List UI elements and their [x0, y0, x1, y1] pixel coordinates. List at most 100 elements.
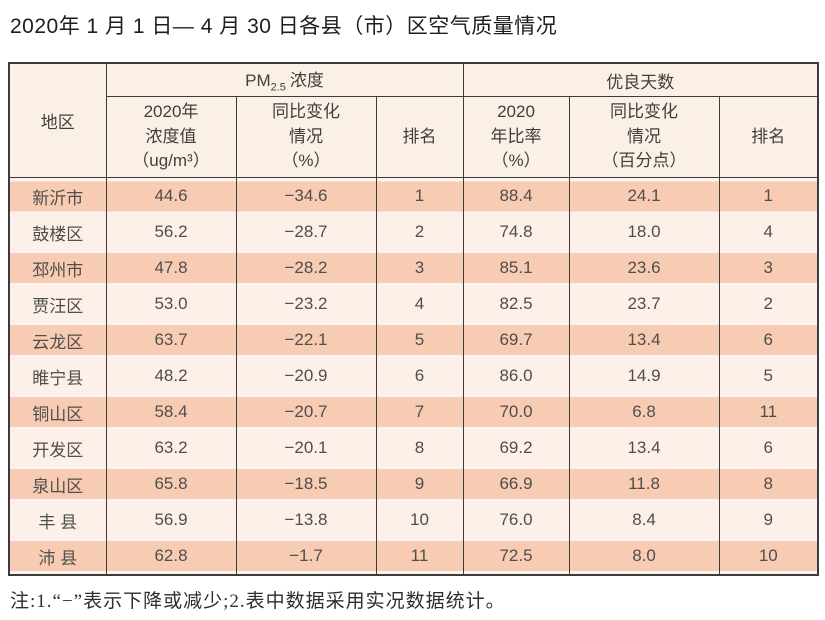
pm-value-cell: 65.8 — [105, 466, 237, 502]
pm-change-cell: −34.6 — [235, 177, 377, 214]
pm-label-prefix: PM — [245, 71, 271, 91]
pm-rank-cell: 5 — [375, 322, 464, 358]
good-rank-cell: 11 — [718, 394, 819, 430]
good-ratio-cell: 69.7 — [462, 322, 570, 358]
header-pm-value: 2020年 浓度值 （ug/m³） — [105, 96, 237, 178]
good-rank-cell: 4 — [718, 214, 819, 250]
pm-rank-cell: 3 — [375, 250, 464, 286]
pm-change-cell: −13.8 — [235, 502, 377, 538]
region-cell: 贾汪区 — [8, 286, 107, 322]
air-quality-table: 地区 PM2.5 浓度 优良天数 2020年 浓度值 （ug/m³） 同比变化 情… — [8, 62, 820, 576]
good-rank-cell: 6 — [718, 322, 819, 358]
region-cell: 开发区 — [8, 430, 107, 466]
pm-change-cell: −20.7 — [235, 394, 377, 430]
pm-value-cell: 56.2 — [105, 214, 237, 250]
pm-value-cell: 63.7 — [105, 322, 237, 358]
region-cell: 云龙区 — [8, 322, 107, 358]
region-cell: 睢宁县 — [8, 358, 107, 394]
good-change-cell: 13.4 — [568, 430, 720, 466]
header-pm-rank: 排名 — [375, 96, 464, 178]
good-ratio-cell: 74.8 — [462, 214, 570, 250]
header-pm-change: 同比变化 情况 （%） — [235, 96, 377, 178]
pm-value-cell: 47.8 — [105, 250, 237, 286]
good-rank-cell: 2 — [718, 286, 819, 322]
table-row: 邳州市 47.8 −28.2 3 85.1 23.6 3 — [8, 250, 819, 286]
good-rank-cell: 8 — [718, 466, 819, 502]
good-rank-cell: 3 — [718, 250, 819, 286]
pm-change-cell: −28.7 — [235, 214, 377, 250]
header-group-row: 地区 PM2.5 浓度 优良天数 — [8, 62, 819, 178]
good-ratio-cell: 69.2 — [462, 430, 570, 466]
pm-change-cell: −23.2 — [235, 286, 377, 322]
good-rank-cell: 5 — [718, 358, 819, 394]
good-ratio-cell: 76.0 — [462, 502, 570, 538]
header-good-change: 同比变化 情况 （百分点） — [568, 96, 720, 178]
pm-value-cell: 53.0 — [105, 286, 237, 322]
region-cell: 丰 县 — [8, 502, 107, 538]
table-row: 贾汪区 53.0 −23.2 4 82.5 23.7 2 — [8, 286, 819, 322]
table-row: 泉山区 65.8 −18.5 9 66.9 11.8 8 — [8, 466, 819, 502]
good-rank-cell: 1 — [718, 177, 819, 214]
region-cell: 泉山区 — [8, 466, 107, 502]
pm-rank-cell: 2 — [375, 214, 464, 250]
header-good-days-group: 优良天数 — [462, 62, 819, 97]
pm-rank-cell: 10 — [375, 502, 464, 538]
pm-value-cell: 48.2 — [105, 358, 237, 394]
table-row: 鼓楼区 56.2 −28.7 2 74.8 18.0 4 — [8, 214, 819, 250]
region-cell: 鼓楼区 — [8, 214, 107, 250]
good-change-cell: 13.4 — [568, 322, 720, 358]
good-change-cell: 23.6 — [568, 250, 720, 286]
page-title: 2020年 1 月 1 日— 4 月 30 日各县（市）区空气质量情况 — [10, 15, 558, 38]
good-change-cell: 6.8 — [568, 394, 720, 430]
good-ratio-cell: 70.0 — [462, 394, 570, 430]
pm-label-subscript: 2.5 — [270, 81, 286, 94]
good-change-cell: 24.1 — [568, 177, 720, 214]
pm-change-cell: −22.1 — [235, 322, 377, 358]
pm-rank-cell: 4 — [375, 286, 464, 322]
good-rank-cell: 6 — [718, 430, 819, 466]
pm-change-cell: −18.5 — [235, 466, 377, 502]
good-ratio-cell: 82.5 — [462, 286, 570, 322]
header-good-ratio: 2020 年比率 （%） — [462, 96, 570, 178]
pm-value-cell: 63.2 — [105, 430, 237, 466]
table-row: 云龙区 63.7 −22.1 5 69.7 13.4 6 — [8, 322, 819, 358]
good-change-cell: 18.0 — [568, 214, 720, 250]
table-row: 新沂市 44.6 −34.6 1 88.4 24.1 1 — [8, 177, 819, 214]
good-change-cell: 11.8 — [568, 466, 720, 502]
header-sub-row: 2020年 浓度值 （ug/m³） 同比变化 情况 （%） 排名 2020 年比… — [9, 96, 819, 178]
good-change-cell: 8.4 — [568, 502, 720, 538]
header-pm-group: PM2.5 浓度 — [105, 62, 464, 97]
good-ratio-cell: 85.1 — [462, 250, 570, 286]
pm-value-cell: 58.4 — [105, 394, 237, 430]
good-rank-cell: 9 — [718, 502, 819, 538]
region-cell: 新沂市 — [8, 177, 107, 214]
good-change-cell: 14.9 — [568, 358, 720, 394]
pm-rank-cell: 1 — [375, 177, 464, 214]
pm-label-suffix: 浓度 — [289, 71, 324, 91]
table-row: 睢宁县 48.2 −20.9 6 86.0 14.9 5 — [8, 358, 819, 394]
good-rank-cell: 10 — [718, 538, 819, 575]
pm-rank-cell: 7 — [375, 394, 464, 430]
good-ratio-cell: 72.5 — [462, 538, 570, 575]
pm-value-cell: 56.9 — [105, 502, 237, 538]
pm-change-cell: −1.7 — [235, 538, 377, 575]
pm-rank-cell: 9 — [375, 466, 464, 502]
table-row: 丰 县 56.9 −13.8 10 76.0 8.4 9 — [8, 502, 819, 538]
good-ratio-cell: 88.4 — [462, 177, 570, 214]
pm-value-cell: 62.8 — [105, 538, 237, 575]
header-good-rank: 排名 — [718, 96, 819, 178]
pm-value-cell: 44.6 — [105, 177, 237, 214]
pm-change-cell: −28.2 — [235, 250, 377, 286]
table-row: 开发区 63.2 −20.1 8 69.2 13.4 6 — [8, 430, 819, 466]
region-cell: 邳州市 — [8, 250, 107, 286]
header-region: 地区 — [8, 62, 107, 178]
pm-rank-cell: 8 — [375, 430, 464, 466]
region-cell: 沛 县 — [8, 538, 107, 575]
pm-rank-cell: 6 — [375, 358, 464, 394]
pm-rank-cell: 11 — [375, 538, 464, 575]
good-change-cell: 23.7 — [568, 286, 720, 322]
region-cell: 铜山区 — [8, 394, 107, 430]
table-row: 铜山区 58.4 −20.7 7 70.0 6.8 11 — [8, 394, 819, 430]
pm-change-cell: −20.9 — [235, 358, 377, 394]
